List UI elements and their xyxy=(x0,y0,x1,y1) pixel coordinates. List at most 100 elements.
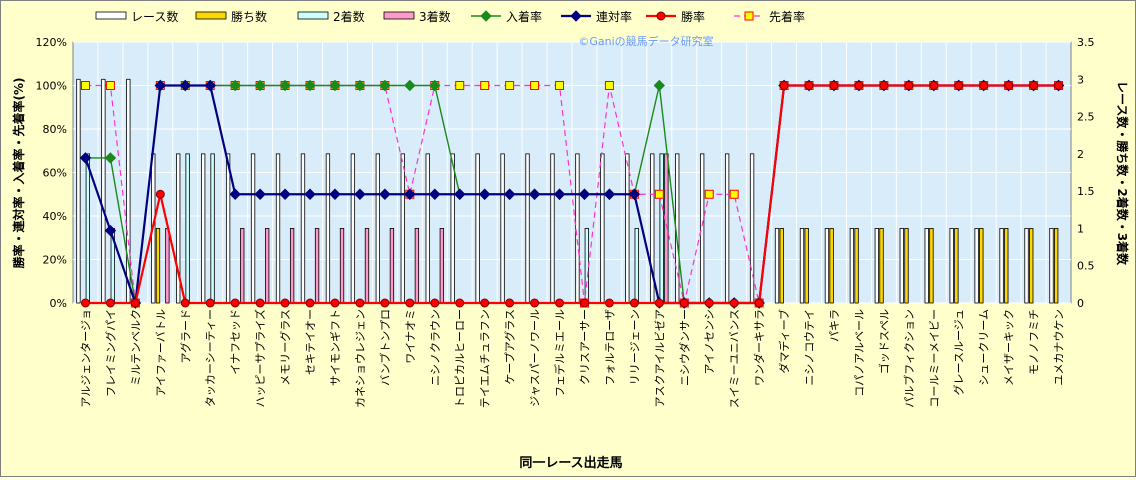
point-勝率-23 xyxy=(654,298,664,308)
point-連対率-8 xyxy=(279,188,291,200)
category-label-32: ゴッドスペル xyxy=(877,309,891,374)
x-axis-title: 同一レース出走馬 xyxy=(519,455,622,471)
point-先着率-15 xyxy=(455,81,465,90)
point-勝率-11 xyxy=(355,298,365,308)
bar-0-4 xyxy=(176,153,181,304)
point-勝率-7 xyxy=(255,298,265,308)
point-勝率-10 xyxy=(330,298,340,308)
point-連対率-3 xyxy=(154,79,167,92)
bar-3-7 xyxy=(265,228,270,304)
legend-label-2: 2着数 xyxy=(333,9,365,24)
category-label-35: グレースルージュ xyxy=(952,309,966,395)
category-label-0: アルジェンタージョ xyxy=(79,309,92,408)
legend-label-4: 入着率 xyxy=(506,9,542,24)
right-tick-label: 3.5 xyxy=(1077,36,1095,49)
point-入着率-9 xyxy=(304,79,316,92)
category-label-27: ワンダーキサラ xyxy=(752,309,766,386)
category-label-7: ハッピーサプライズ xyxy=(253,309,267,407)
point-勝率-21 xyxy=(604,298,614,308)
right-axis-title: レース数・勝ち数・2着数・3着数 xyxy=(1115,81,1130,266)
bar-0-15 xyxy=(450,153,455,304)
point-先着率-21 xyxy=(604,81,614,90)
point-勝率-22 xyxy=(629,298,639,308)
right-tick-label: 0.5 xyxy=(1077,260,1095,273)
point-先着率-26 xyxy=(729,189,739,199)
legend-swatch-0 xyxy=(95,11,127,20)
point-連対率-20 xyxy=(578,188,591,200)
point-勝率-28 xyxy=(779,81,789,90)
category-label-8: メモリーグラス xyxy=(278,309,292,386)
right-tick-label: 2 xyxy=(1077,148,1084,161)
bar-2-23 xyxy=(659,153,664,304)
bar-1-37 xyxy=(1004,228,1009,304)
category-label-16: テイエムチュラフン xyxy=(479,309,492,408)
point-勝率-25 xyxy=(704,298,714,308)
point-先着率-17 xyxy=(505,81,515,90)
bar-0-30 xyxy=(824,228,830,304)
bar-0-1 xyxy=(101,78,106,304)
point-連対率-9 xyxy=(304,188,316,200)
category-label-15: トロピカルヒーロー xyxy=(454,309,467,408)
legend-label-0: レース数 xyxy=(131,9,178,24)
point-入着率-13 xyxy=(404,79,416,92)
bar-3-9 xyxy=(314,228,320,304)
legend-label-1: 勝ち数 xyxy=(231,9,267,24)
bar-0-13 xyxy=(400,153,405,304)
point-連対率-22 xyxy=(628,188,641,200)
category-label-28: ダマディーブ xyxy=(777,309,791,374)
watermark: ©Ganiの競馬データ研究室 xyxy=(578,34,713,48)
right-tick-label: 2.5 xyxy=(1077,111,1095,124)
point-連対率-10 xyxy=(329,188,341,200)
point-勝率-20 xyxy=(579,298,589,308)
point-勝率-0 xyxy=(80,298,90,308)
category-label-25: アイノセンシ xyxy=(703,309,716,374)
point-勝率-37 xyxy=(1004,81,1014,90)
bar-0-36 xyxy=(974,228,979,304)
legend-marker-7 xyxy=(744,11,754,21)
right-tick-label: 1 xyxy=(1077,222,1084,235)
point-勝率-12 xyxy=(380,298,390,308)
category-label-26: スイミーユニバンス xyxy=(728,309,741,408)
left-axis-title: 勝率・連対率・入着率・先着率(%) xyxy=(11,78,26,269)
category-label-18: ジャスパーノワール xyxy=(529,309,542,407)
category-label-20: クリスアーサー xyxy=(578,309,591,385)
bar-0-6 xyxy=(225,153,231,304)
bar-0-26 xyxy=(724,153,730,304)
bar-0-25 xyxy=(700,153,705,304)
category-label-30: パキラ xyxy=(828,309,841,342)
category-label-2: ミルテンベルク xyxy=(129,309,142,386)
bar-0-19 xyxy=(550,153,555,304)
point-勝率-35 xyxy=(954,81,964,90)
point-勝率-13 xyxy=(405,298,415,308)
bar-2-4 xyxy=(185,153,190,304)
bar-3-11 xyxy=(364,228,370,304)
point-勝率-17 xyxy=(505,298,515,308)
bar-1-38 xyxy=(1029,228,1034,304)
category-label-4: アグラード xyxy=(178,309,192,363)
gridlines xyxy=(73,41,1071,304)
bar-0-32 xyxy=(874,228,879,304)
category-label-39: ユメカナウケン xyxy=(1053,309,1066,386)
bar-0-38 xyxy=(1024,228,1029,304)
right-tick-label: 3 xyxy=(1077,73,1084,86)
bar-0-21 xyxy=(600,153,605,304)
bar-3-3 xyxy=(165,228,170,304)
bar-0-20 xyxy=(575,153,580,304)
bar-0-8 xyxy=(275,153,281,304)
bar-3-6 xyxy=(240,228,245,304)
left-tick-label: 60% xyxy=(43,167,67,180)
bar-1-29 xyxy=(804,228,809,304)
bar-0-31 xyxy=(849,228,855,304)
point-連対率-14 xyxy=(429,188,441,200)
bar-3-13 xyxy=(414,228,420,304)
bar-0-14 xyxy=(425,153,430,304)
point-先着率-18 xyxy=(530,81,540,90)
point-連対率-1 xyxy=(104,224,117,237)
point-勝率-2 xyxy=(130,298,140,308)
point-勝率-29 xyxy=(804,81,814,90)
point-入着率-8 xyxy=(279,79,291,92)
bar-1-32 xyxy=(879,228,884,304)
point-勝率-6 xyxy=(230,298,240,308)
bar-2-5 xyxy=(210,153,215,304)
